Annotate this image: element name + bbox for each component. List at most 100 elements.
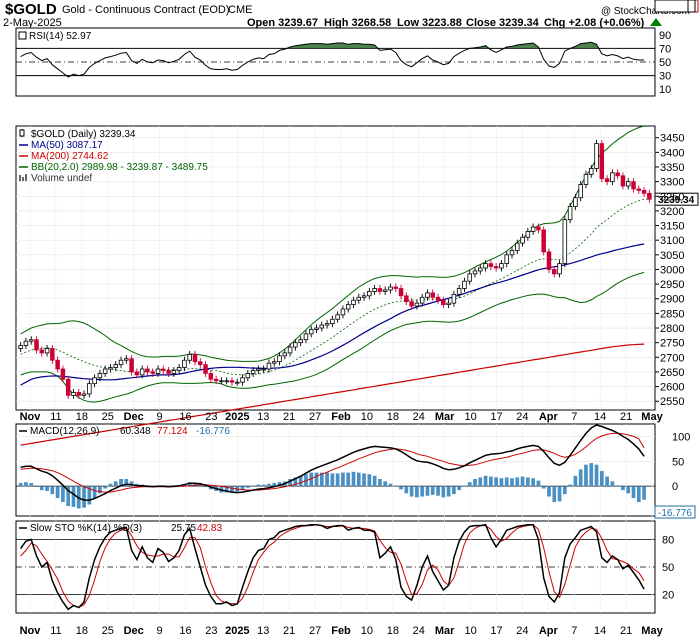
x-axis-label: Feb <box>331 625 351 637</box>
macd-hist-bar <box>224 486 229 493</box>
rsi-tick-label: 30 <box>659 71 671 83</box>
candle-body <box>28 339 34 342</box>
candle-body <box>335 314 340 320</box>
x-axis-label: 2025 <box>225 625 249 637</box>
x-axis-label: Dec <box>124 625 144 637</box>
sto-value-label-k: 25.75 <box>658 0 683 3</box>
x-axis-label: 7 <box>571 411 577 423</box>
macd-hist-bar <box>404 486 409 494</box>
macd-hist-bar <box>383 481 388 487</box>
candle-body <box>266 362 272 370</box>
candle-body <box>34 339 39 351</box>
candle-body <box>419 296 425 304</box>
sto-value-box-k <box>654 0 689 13</box>
candle-body <box>134 371 140 376</box>
x-axis-label: 9 <box>157 625 163 637</box>
candle-body <box>108 367 113 370</box>
macd-hist-bar <box>61 486 65 503</box>
rsi-tick-label: 70 <box>659 43 671 55</box>
macd-hist-bar <box>504 477 509 487</box>
x-axis-label: May <box>641 411 663 423</box>
macd-hist-bar <box>489 476 493 487</box>
macd-hist-bar <box>129 481 134 487</box>
macd-hist-bar <box>98 486 102 494</box>
macd-legend: MACD(12,26,9) 60.348 77.124 -16.776 <box>19 426 230 437</box>
x-axis-label: Mar <box>435 411 455 423</box>
candle-body <box>625 181 631 187</box>
macd-hist-bar <box>261 484 266 487</box>
candle-body <box>493 266 499 269</box>
macd-hist-bar <box>335 473 340 487</box>
candle-body <box>113 364 118 368</box>
macd-hist-bar <box>457 486 462 491</box>
x-axis-label: 9 <box>157 411 163 423</box>
candle-body <box>324 323 330 326</box>
candle-body <box>504 254 509 265</box>
macd-hist-bar <box>39 486 44 491</box>
legend-ma50: MA(50) 3087.17 <box>31 140 103 151</box>
x-axis-label: 13 <box>257 411 269 423</box>
macd-hist-bar <box>193 482 197 487</box>
x-axis-label: 21 <box>283 625 295 637</box>
candle-body <box>367 291 372 297</box>
macd-hist-bar <box>584 464 588 487</box>
candle-body <box>282 352 288 357</box>
macd-hist-bar <box>55 486 60 499</box>
macd-hist-bar <box>103 486 108 489</box>
x-axis-label: 21 <box>620 625 632 637</box>
candle-body <box>536 226 541 231</box>
macd-hist-bar <box>430 486 435 495</box>
x-axis-label: 10 <box>361 411 373 423</box>
candle-body <box>187 353 192 361</box>
macd-hist-bar <box>29 482 34 487</box>
macd-hist-bar <box>499 478 504 487</box>
macd-hist-bar <box>230 486 234 493</box>
candle-body <box>340 308 346 316</box>
macd-hist-bar <box>24 482 28 487</box>
candle-body <box>372 288 377 292</box>
candle-body <box>155 368 161 374</box>
price-tick-label: 2850 <box>660 308 684 320</box>
candle-body <box>388 286 393 291</box>
macd-hist-bar <box>198 484 203 487</box>
price-tick-label: 2800 <box>660 323 684 335</box>
macd-tick-label: 50 <box>672 456 684 468</box>
x-axis-label: 14 <box>594 625 606 637</box>
candle-body <box>425 292 430 298</box>
candle-body <box>520 236 525 244</box>
x-axis-label: 11 <box>50 411 61 423</box>
macd-hist-bar <box>277 482 282 487</box>
macd-value-box-hist <box>654 505 696 519</box>
macd-hist-bar <box>473 479 477 487</box>
x-axis-label: 10 <box>464 411 476 423</box>
macd-hist-bar <box>547 486 551 497</box>
macd-hist-bar <box>66 486 71 507</box>
macd-hist-bar <box>293 477 298 487</box>
macd-signal-line <box>20 432 645 493</box>
candle-body <box>488 263 494 267</box>
macd-hist-bar <box>393 486 398 487</box>
candle-body <box>541 229 546 253</box>
macd-hist-bar <box>515 477 520 487</box>
macd-hist-bar <box>599 471 604 487</box>
x-axis-label: 2025 <box>225 411 249 423</box>
macd-hist-bar <box>510 478 514 487</box>
price-tick-label: 2550 <box>660 396 684 408</box>
candle-body <box>203 364 208 374</box>
candle-body <box>478 267 483 272</box>
candle-body <box>446 302 451 305</box>
close-value: Close 3239.34 <box>466 17 540 29</box>
macd-hist-bar <box>325 472 329 487</box>
candle-body <box>404 295 409 303</box>
macd-hist-bar <box>388 483 393 487</box>
candle-body <box>87 383 92 395</box>
candle-body <box>414 302 420 307</box>
macd-hist-bar <box>298 475 303 487</box>
candle-body <box>377 288 383 292</box>
macd-hist-bar <box>288 479 292 487</box>
candle-body <box>409 301 414 307</box>
macd-hist-bar <box>92 486 97 499</box>
macd-hist-bar <box>621 486 625 491</box>
macd-hist-bar <box>71 486 76 507</box>
x-axis-label: 10 <box>361 625 373 637</box>
